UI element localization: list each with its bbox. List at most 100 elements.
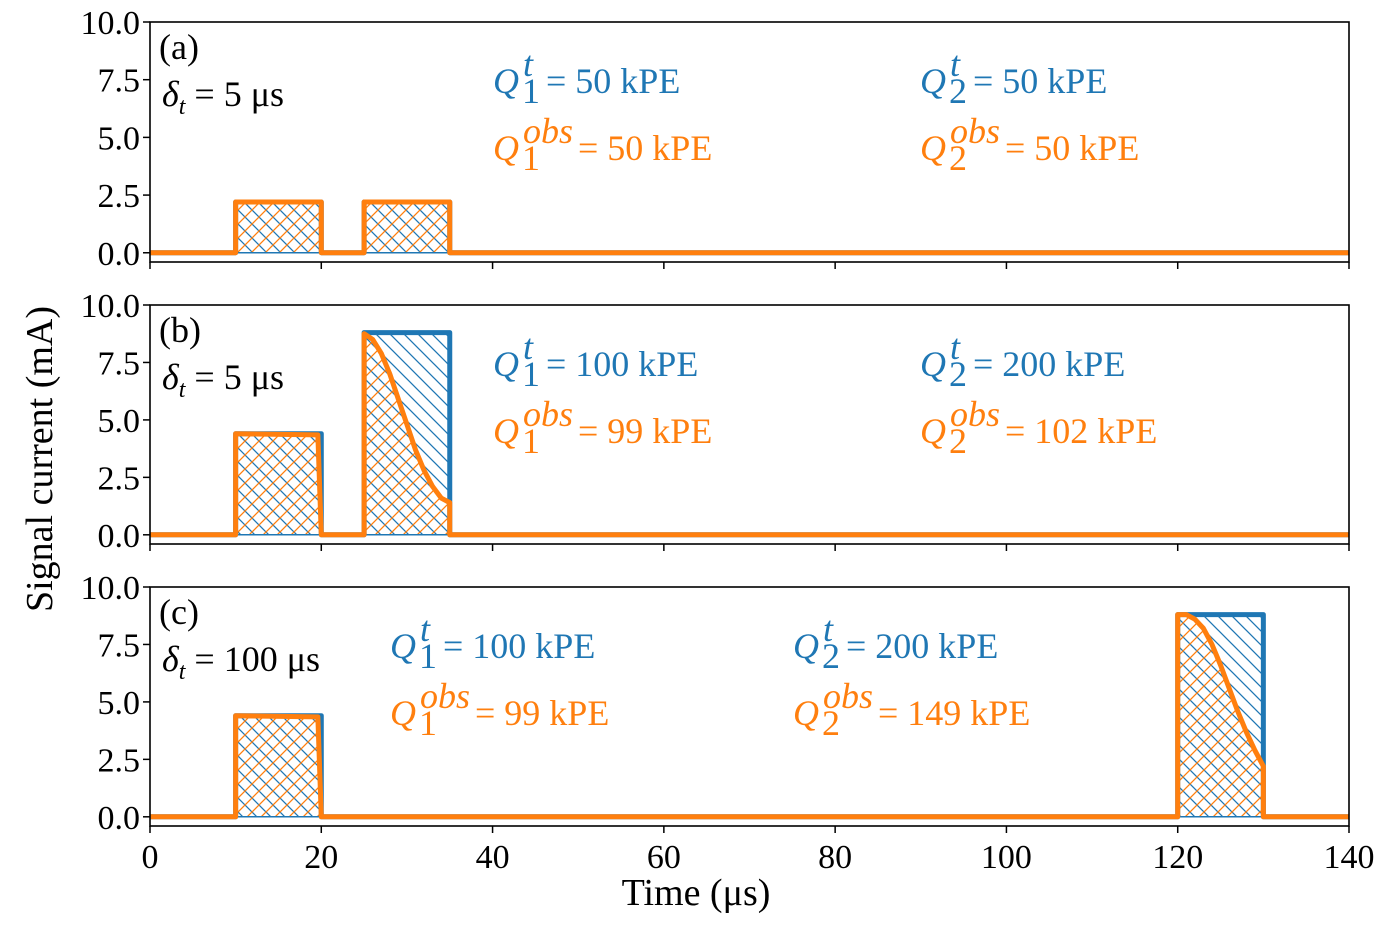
charge-superscript: t [950, 327, 961, 367]
charge-superscript: obs [420, 676, 470, 716]
plot-area [150, 612, 1349, 820]
charge-superscript: obs [950, 111, 1000, 151]
charge-superscript: t [523, 327, 534, 367]
plot-area [150, 199, 1349, 256]
charge-symbol: Q [493, 61, 519, 101]
y-tick-label: 2.5 [98, 460, 141, 497]
observed-signal-fill [150, 333, 1349, 535]
charge-symbol: Q [793, 626, 819, 666]
charge-subscript: 2 [949, 354, 967, 394]
charge-value: = 200 kPE [973, 344, 1125, 384]
charge-value: = 99 kPE [578, 411, 712, 451]
delta-t-annotation: δt = 100 μs [162, 639, 320, 685]
panel-3: 0.0 2.5 5.0 7.5 10.0 0 20 40 60 80 100 120 140 (c) δt … [81, 570, 1375, 876]
panel-label: (c) [159, 592, 199, 632]
y-tick-label: 7.5 [98, 627, 141, 664]
charge-value: = 200 kPE [846, 626, 998, 666]
y-tick-label: 0.0 [98, 800, 141, 837]
charge-superscript: obs [523, 394, 573, 434]
observed-signal-fill [150, 202, 1349, 253]
y-tick-label: 0.0 [98, 236, 141, 273]
charge-subscript: 2 [822, 636, 840, 676]
charge-symbol: Q [793, 693, 819, 733]
x-tick-label: 120 [1152, 839, 1203, 876]
charge-subscript: 1 [522, 421, 540, 461]
plot-area [150, 330, 1349, 538]
observed-signal-line [150, 199, 1349, 256]
observed-signal-fill [150, 614, 1349, 817]
y-tick-label: 10.0 [81, 5, 141, 42]
y-tick-label: 2.5 [98, 742, 141, 779]
observed-signal-line [150, 331, 1349, 538]
charge-subscript: 1 [419, 703, 437, 743]
y-tick-label: 5.0 [98, 685, 141, 722]
true-signal-fill [150, 202, 1349, 253]
charge-symbol: Q [493, 344, 519, 384]
true-signal-fill [150, 614, 1349, 817]
y-tick-label: 10.0 [81, 570, 141, 607]
x-tick-label: 80 [818, 839, 852, 876]
charge-subscript: 1 [522, 138, 540, 178]
true-signal-fill [150, 332, 1349, 535]
y-axis-label: Signal current (mA) [19, 306, 61, 612]
charge-superscript: t [420, 609, 431, 649]
x-axis-label: Time (μs) [622, 872, 771, 914]
charge-superscript: obs [823, 676, 873, 716]
charge-symbol: Q [493, 128, 519, 168]
charge-subscript: 2 [949, 71, 967, 111]
x-tick-label: 20 [304, 839, 338, 876]
y-tick-label: 10.0 [81, 288, 141, 325]
panel-frame [149, 304, 1350, 545]
charge-symbol: Q [493, 411, 519, 451]
charge-symbol: Q [390, 626, 416, 666]
charge-superscript: obs [523, 111, 573, 151]
panel-frame [149, 586, 1350, 827]
x-tick-label: 140 [1324, 839, 1375, 876]
charge-subscript: 1 [522, 354, 540, 394]
charge-value: = 100 kPE [546, 344, 698, 384]
y-tick-label: 5.0 [98, 120, 141, 157]
charge-symbol: Q [920, 344, 946, 384]
panel-label: (b) [159, 310, 201, 350]
charge-value: = 99 kPE [475, 693, 609, 733]
charge-value: = 50 kPE [546, 61, 680, 101]
charge-symbol: Q [920, 411, 946, 451]
delta-t-annotation: δt = 5 μs [162, 357, 284, 403]
delta-t-annotation: δt = 5 μs [162, 74, 284, 120]
charge-value: = 102 kPE [1005, 411, 1157, 451]
charge-superscript: t [523, 44, 534, 84]
y-tick-label: 2.5 [98, 178, 141, 215]
charge-value: = 50 kPE [973, 61, 1107, 101]
true-signal-line [150, 330, 1349, 538]
y-tick-label: 7.5 [98, 63, 141, 100]
charge-subscript: 2 [949, 138, 967, 178]
charge-superscript: obs [950, 394, 1000, 434]
x-tick-label: 0 [142, 839, 159, 876]
x-tick-label: 40 [476, 839, 510, 876]
x-tick-label: 60 [647, 839, 681, 876]
charge-subscript: 2 [822, 703, 840, 743]
charge-value: = 50 kPE [578, 128, 712, 168]
charge-value: = 100 kPE [443, 626, 595, 666]
charge-superscript: t [823, 609, 834, 649]
charge-superscript: t [950, 44, 961, 84]
charge-value: = 149 kPE [878, 693, 1030, 733]
y-tick-label: 0.0 [98, 518, 141, 555]
charge-symbol: Q [920, 61, 946, 101]
y-tick-label: 7.5 [98, 345, 141, 382]
charge-symbol: Q [920, 128, 946, 168]
